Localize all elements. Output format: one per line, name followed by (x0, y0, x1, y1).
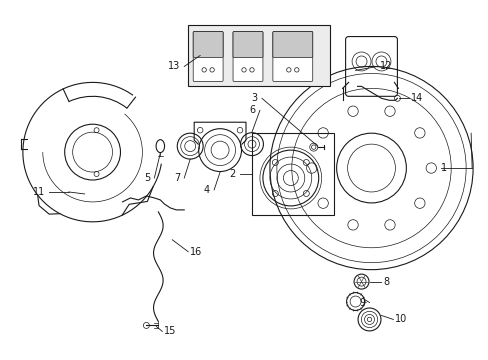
Bar (251, 133, 333, 215)
FancyBboxPatch shape (233, 32, 263, 81)
FancyBboxPatch shape (272, 32, 312, 81)
Text: 13: 13 (168, 62, 180, 71)
Text: 7: 7 (174, 173, 180, 183)
Bar (188, 24, 329, 86)
Text: 14: 14 (410, 93, 423, 103)
Text: 9: 9 (359, 297, 365, 307)
FancyBboxPatch shape (272, 32, 312, 58)
FancyBboxPatch shape (193, 32, 223, 81)
Text: 16: 16 (190, 247, 202, 257)
Text: 11: 11 (33, 187, 45, 197)
Text: 6: 6 (249, 105, 255, 115)
Text: 5: 5 (144, 173, 150, 183)
Text: 2: 2 (228, 169, 235, 179)
FancyBboxPatch shape (193, 32, 223, 58)
Text: 10: 10 (395, 314, 407, 324)
Text: 4: 4 (203, 185, 210, 195)
Text: 15: 15 (164, 327, 176, 336)
Text: 3: 3 (250, 93, 256, 103)
Text: 1: 1 (440, 163, 447, 173)
Text: 8: 8 (383, 276, 389, 287)
FancyBboxPatch shape (233, 32, 263, 58)
Text: 12: 12 (379, 62, 391, 71)
